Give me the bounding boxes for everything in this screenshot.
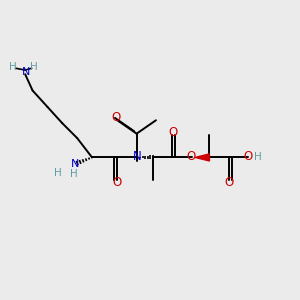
Text: O: O <box>168 126 177 139</box>
Text: H: H <box>254 152 262 162</box>
Text: N: N <box>22 67 31 77</box>
Text: N: N <box>133 150 141 163</box>
Text: O: O <box>187 150 196 163</box>
Text: N: N <box>70 159 79 169</box>
Text: H: H <box>54 168 62 178</box>
Text: O: O <box>112 111 121 124</box>
Text: H: H <box>70 169 78 179</box>
Text: O: O <box>113 176 122 189</box>
Text: O: O <box>224 176 234 189</box>
Text: H: H <box>30 62 38 72</box>
Text: O: O <box>244 150 253 163</box>
Text: H: H <box>9 62 16 72</box>
Polygon shape <box>195 154 209 161</box>
